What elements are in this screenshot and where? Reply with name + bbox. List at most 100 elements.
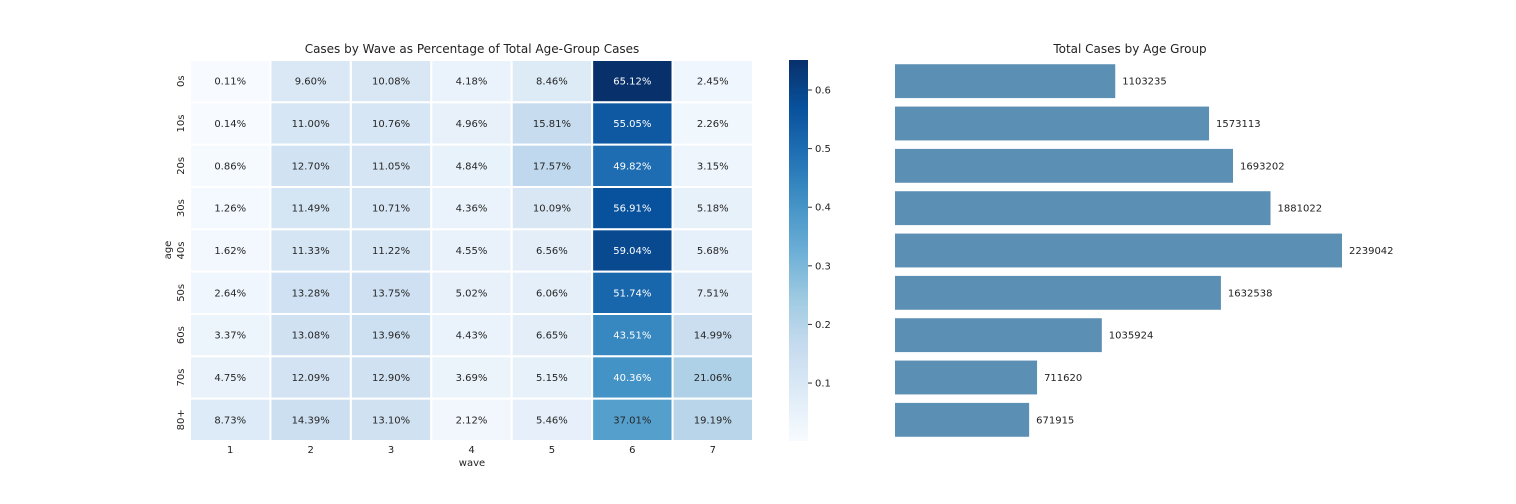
- colorbar-tick-label: 0.6: [815, 86, 831, 97]
- heatmap-cell-label: 4.36%: [456, 204, 488, 215]
- heatmap-cell-label: 13.08%: [292, 331, 330, 342]
- heatmap-cell: [349, 186, 433, 231]
- bar: [895, 106, 1210, 141]
- heatmap-cell-label: 7.51%: [697, 288, 729, 299]
- heatmap-cell-label: 12.70%: [292, 161, 330, 172]
- colorbar-tick-label: 0.4: [815, 203, 831, 214]
- heatmap-cell: [349, 101, 433, 146]
- heatmap-y-tick-label: 70s: [176, 369, 187, 387]
- heatmap-cell-label: 8.73%: [214, 415, 246, 426]
- heatmap-cell-label: 0.11%: [214, 77, 246, 88]
- heatmap-y-tick-label: 40s: [176, 242, 187, 260]
- heatmap-cell-label: 11.00%: [292, 119, 330, 130]
- heatmap-cell-label: 59.04%: [613, 246, 651, 257]
- heatmap-cell-label: 49.82%: [613, 161, 651, 172]
- colorbar-gradient: [789, 60, 808, 441]
- heatmap-cell-label: 9.60%: [295, 77, 327, 88]
- heatmap-cell: [671, 313, 754, 358]
- heatmap-cell: [349, 313, 433, 358]
- heatmap-y-tick-label: 50s: [176, 284, 187, 302]
- heatmap-cell-label: 5.15%: [536, 373, 568, 384]
- heatmap-cell: [671, 101, 754, 146]
- heatmap-cell: [189, 101, 272, 146]
- heatmap-cell-label: 1.62%: [214, 246, 246, 257]
- heatmap-cell: [430, 186, 513, 231]
- bar: [895, 275, 1221, 310]
- heatmap-cell-label: 6.56%: [536, 246, 568, 257]
- heatmap-cell-label: 11.05%: [372, 161, 410, 172]
- heatmap-cell-label: 51.74%: [613, 288, 651, 299]
- heatmap-cell: [591, 355, 674, 400]
- heatmap-cell-label: 4.43%: [456, 331, 488, 342]
- bar-chart: Total Cases by Age Group 110323515731131…: [895, 42, 1394, 437]
- colorbar-tick-label: 0.2: [815, 320, 831, 331]
- heatmap-cell-label: 13.28%: [292, 288, 330, 299]
- bar: [895, 318, 1102, 353]
- heatmap-cell: [269, 59, 352, 104]
- colorbar: 0.1 0.2 0.3 0.4 0.5 0.6: [789, 60, 831, 441]
- heatmap-cell-label: 6.06%: [536, 288, 568, 299]
- heatmap-cell: [671, 143, 754, 189]
- bar: [895, 233, 1342, 268]
- heatmap-cell: [510, 143, 594, 189]
- heatmap-cell-label: 55.05%: [613, 119, 651, 130]
- heatmap-cell: [269, 143, 352, 189]
- heatmap-cell: [510, 101, 594, 146]
- heatmap-cell-label: 10.08%: [372, 77, 410, 88]
- heatmap-cell-label: 4.18%: [456, 77, 488, 88]
- heatmap-cell-label: 10.71%: [372, 204, 410, 215]
- heatmap-cell: [189, 313, 272, 358]
- heatmap-cell-label: 3.69%: [456, 373, 488, 384]
- heatmap-cell-label: 1.26%: [214, 204, 246, 215]
- heatmap-cell: [430, 143, 513, 189]
- heatmap-cell-label: 5.68%: [697, 246, 729, 257]
- heatmap-cell: [189, 397, 272, 442]
- heatmap-cell-label: 12.09%: [292, 373, 330, 384]
- bar: [895, 148, 1234, 183]
- heatmap-cell-label: 11.22%: [372, 246, 410, 257]
- heatmap-x-tick-label: 3: [388, 445, 394, 456]
- heatmap-y-tick-label: 0s: [176, 75, 187, 87]
- heatmap-cell-label: 19.19%: [694, 415, 732, 426]
- bar-value-label: 1103235: [1122, 77, 1167, 88]
- heatmap-x-tick-label: 5: [549, 445, 555, 456]
- heatmap-x-tick-label: 1: [227, 445, 233, 456]
- colorbar-tick-label: 0.1: [815, 379, 831, 390]
- heatmap-cell-label: 3.37%: [214, 331, 246, 342]
- heatmap-cell-label: 17.57%: [533, 161, 571, 172]
- heatmap-cell-label: 13.10%: [372, 415, 410, 426]
- bar-chart-title: Total Cases by Age Group: [1052, 42, 1206, 56]
- heatmap-cell: [591, 313, 674, 358]
- heatmap-y-tick-label: 60s: [176, 326, 187, 344]
- heatmap-y-tick-label: 30s: [176, 199, 187, 217]
- heatmap-cell: [349, 143, 433, 189]
- heatmap-cell-label: 13.75%: [372, 288, 410, 299]
- heatmap-cell: [671, 397, 754, 442]
- heatmap-cell: [269, 355, 352, 400]
- heatmap-cell-label: 6.65%: [536, 331, 568, 342]
- heatmap-title: Cases by Wave as Percentage of Total Age…: [305, 42, 640, 56]
- bar: [895, 402, 1030, 437]
- heatmap-cell-label: 10.76%: [372, 119, 410, 130]
- heatmap-cell: [189, 143, 272, 189]
- heatmap-cell-label: 14.99%: [694, 331, 732, 342]
- heatmap-x-tick-label: 4: [468, 445, 474, 456]
- heatmap-cell: [430, 397, 513, 442]
- colorbar-ticks: 0.1 0.2 0.3 0.4 0.5 0.6: [808, 86, 831, 390]
- heatmap-y-tick-label: 10s: [176, 115, 187, 133]
- bar: [895, 360, 1038, 395]
- heatmap-cell-label: 0.86%: [214, 161, 246, 172]
- heatmap-cell: [591, 270, 674, 315]
- colorbar-tick-label: 0.3: [815, 261, 831, 272]
- heatmap-cell-label: 4.96%: [456, 119, 488, 130]
- heatmap-chart: Cases by Wave as Percentage of Total Age…: [163, 42, 754, 469]
- heatmap-cell: [591, 397, 674, 442]
- heatmap-cell: [671, 355, 754, 400]
- heatmap-cell-label: 11.33%: [292, 246, 330, 257]
- heatmap-cell-label: 15.81%: [533, 119, 571, 130]
- heatmap-cell: [349, 59, 433, 104]
- heatmap-cell-label: 0.14%: [214, 119, 246, 130]
- heatmap-cell-label: 3.15%: [697, 161, 729, 172]
- heatmap-x-tick-labels: 1 2 3 4 5 6 7: [227, 445, 716, 456]
